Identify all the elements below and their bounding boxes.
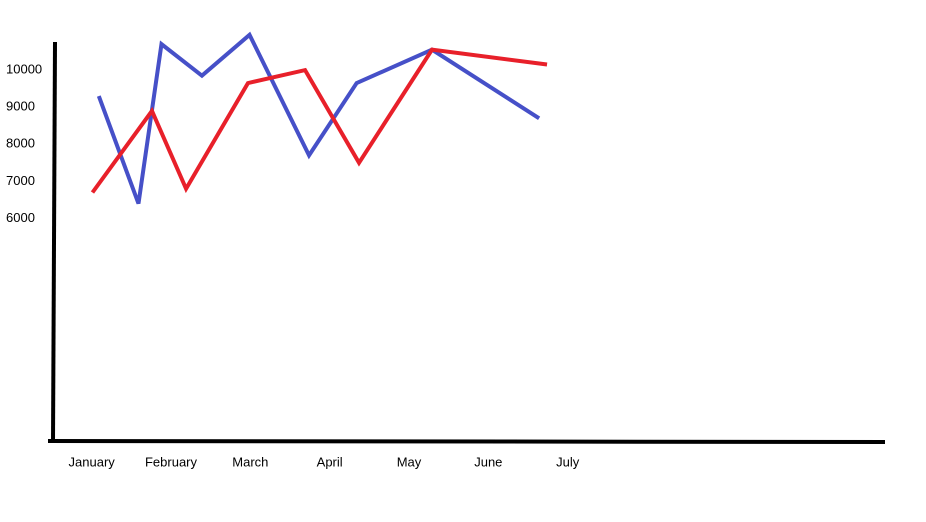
y-tick-label: 6000 <box>6 210 35 225</box>
x-tick-label: June <box>474 454 502 469</box>
x-tick-label: July <box>556 454 580 469</box>
x-tick-label: February <box>145 454 198 469</box>
x-tick-label: May <box>397 454 422 469</box>
y-tick-label: 9000 <box>6 99 35 114</box>
x-tick-label: April <box>317 454 343 469</box>
x-tick-label: March <box>232 454 268 469</box>
series-line <box>96 31 541 205</box>
x-axis <box>47 439 886 444</box>
y-tick-label: 7000 <box>6 173 35 188</box>
y-axis <box>51 41 57 443</box>
y-tick-label: 8000 <box>6 136 35 151</box>
series-line <box>90 47 548 194</box>
y-tick-label: 10000 <box>6 62 42 77</box>
x-tick-label: January <box>69 454 116 469</box>
